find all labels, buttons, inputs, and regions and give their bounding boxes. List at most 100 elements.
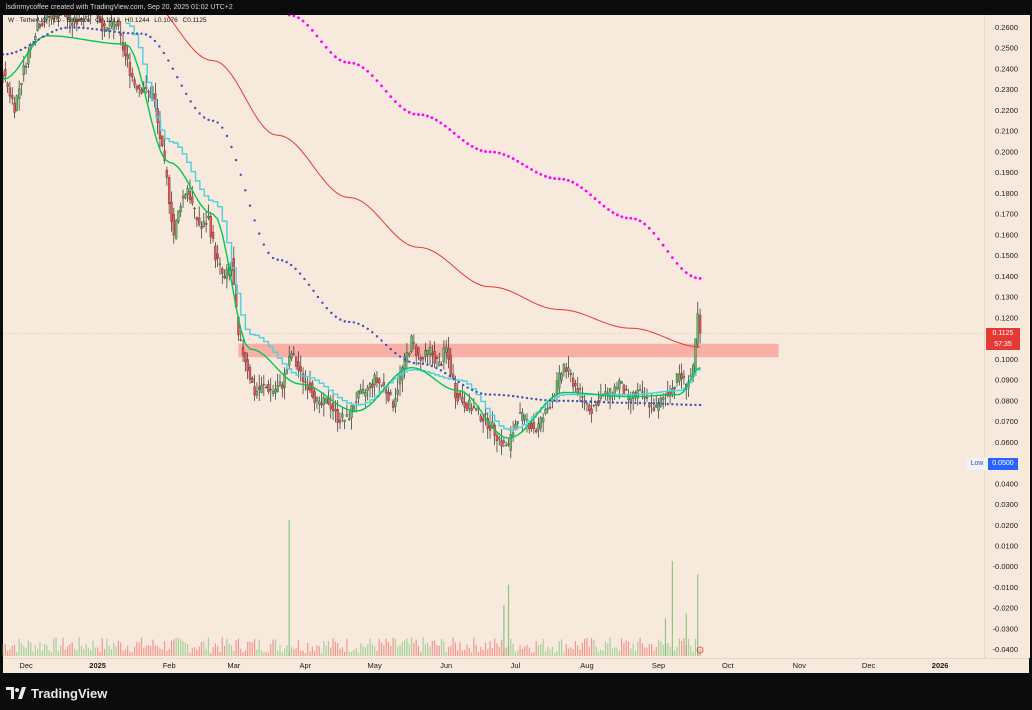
volume-bar <box>544 651 547 656</box>
plot-area[interactable] <box>3 15 984 658</box>
candle-body <box>244 352 247 363</box>
volume-bar <box>334 641 336 656</box>
volume-bar <box>284 648 286 656</box>
volume-bar <box>13 644 16 656</box>
volume-bar <box>694 638 697 656</box>
volume-bar <box>237 638 240 656</box>
volume-bar <box>240 648 242 656</box>
candle-body <box>650 402 653 405</box>
volume-bar <box>376 651 378 656</box>
volume-bar <box>470 652 473 656</box>
alert-marker-icon[interactable] <box>696 646 704 654</box>
ma-dot <box>140 32 143 35</box>
ma-dot <box>82 26 85 30</box>
volume-bar <box>198 646 200 656</box>
candle-body <box>655 404 658 408</box>
tradingview-brand[interactable]: TradingView <box>6 684 107 702</box>
candle-body <box>428 347 432 355</box>
ma-dot <box>348 320 351 324</box>
candle-body <box>78 19 81 21</box>
volume-bar <box>277 650 279 656</box>
candle-body <box>507 443 510 445</box>
candle-body <box>627 394 630 400</box>
candle-body <box>648 404 651 408</box>
ma-dot <box>267 251 270 255</box>
ma-dot <box>698 403 702 407</box>
ma-dot <box>484 393 487 396</box>
ma-dot <box>104 29 107 32</box>
ma-dot <box>666 250 670 253</box>
y-tick-label: 0.0800 <box>995 396 1018 405</box>
candle-body <box>447 348 450 360</box>
ma-dot <box>521 396 524 399</box>
candle-body <box>202 221 205 227</box>
volume-bar <box>316 645 318 656</box>
ma-dot <box>548 176 552 180</box>
candle-body <box>311 382 314 397</box>
candle-countdown: 57:35 <box>994 341 1012 348</box>
x-tick-label: May <box>368 661 382 670</box>
y-tick-label: 0.1700 <box>995 210 1018 219</box>
ma-dot <box>661 402 665 406</box>
candle-body <box>410 335 413 352</box>
candle-body <box>500 440 503 447</box>
ma-dot <box>502 393 506 397</box>
volume-bar <box>196 649 198 656</box>
candle-body <box>267 384 270 392</box>
volume-bar <box>256 649 258 656</box>
candle-body <box>264 386 268 389</box>
volume-bar <box>427 642 429 656</box>
volume-bar <box>152 639 154 656</box>
ma-dot <box>539 173 543 176</box>
candle-body <box>8 87 12 97</box>
y-tick-label: 0.2300 <box>995 85 1018 94</box>
volume-bar <box>674 650 676 656</box>
candle-body <box>359 389 362 395</box>
candle-body <box>380 384 383 386</box>
ma-dot <box>694 276 697 280</box>
candle-body <box>652 407 656 412</box>
ma-dot <box>553 399 556 402</box>
time-axis[interactable] <box>3 658 1029 674</box>
candle-body <box>620 381 623 384</box>
volume-bar <box>16 651 18 656</box>
candle-body <box>334 409 337 412</box>
volume-bar <box>641 643 643 656</box>
volume-bar <box>230 645 233 656</box>
ma-dot <box>394 100 397 103</box>
volume-bar <box>41 650 43 656</box>
ma-dot <box>234 158 238 162</box>
candle-body <box>225 268 229 279</box>
volume-bar <box>353 650 355 656</box>
candle-body <box>396 389 399 395</box>
candle-body <box>271 391 275 394</box>
ma-dot <box>466 386 469 389</box>
volume-bar <box>302 650 304 656</box>
candle-body <box>239 339 242 341</box>
ma-dot <box>298 272 302 275</box>
volume-bar <box>55 637 57 656</box>
volume-bar <box>325 645 327 656</box>
candle-body <box>241 346 245 356</box>
ma-dot <box>366 327 369 331</box>
volume-bar <box>103 649 106 656</box>
ma-dot <box>193 106 197 110</box>
volume-bar <box>397 646 399 656</box>
candle-body <box>246 359 249 371</box>
volume-bar <box>200 642 203 656</box>
volume-bar <box>563 652 565 656</box>
candle-body <box>336 409 339 423</box>
volume-bar <box>120 642 122 656</box>
volume-bar <box>251 642 253 656</box>
ma-dot <box>310 28 314 32</box>
candle-body <box>138 84 141 89</box>
ma-dot <box>539 398 543 401</box>
ma-dot <box>558 399 561 402</box>
volume-bar <box>357 652 360 656</box>
ma-dot <box>153 39 157 43</box>
candle-body <box>375 377 379 383</box>
volume-bar <box>295 648 297 656</box>
candle-body <box>11 95 14 99</box>
ma-dot <box>167 59 170 62</box>
volume-bar <box>346 638 348 656</box>
